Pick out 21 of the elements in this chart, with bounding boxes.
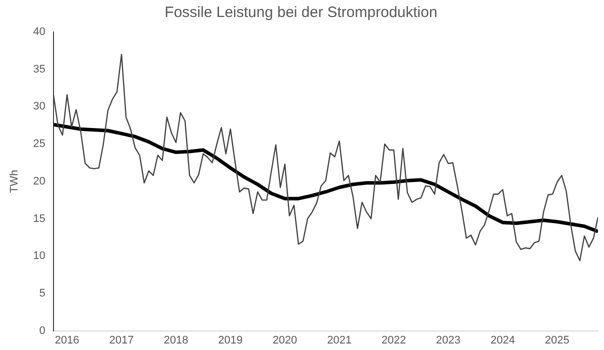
x-tick-label: 2018 — [164, 334, 188, 346]
y-tick-label: 20 — [33, 175, 46, 188]
y-tick-label: 10 — [33, 250, 46, 262]
y-tick-label: 25 — [33, 138, 46, 150]
x-tick-label: 2025 — [544, 334, 570, 346]
y-tick-label: 30 — [33, 100, 46, 113]
x-tick-label: 2022 — [382, 334, 406, 346]
y-tick-label: 0 — [39, 324, 46, 337]
x-tick-label: 2019 — [218, 334, 243, 346]
x-tick-label: 2023 — [436, 334, 460, 346]
chart-title: Fossile Leistung bei der Stromproduktion — [164, 4, 438, 22]
x-tick-label: 2021 — [327, 334, 352, 346]
y-axis-title: TWh — [8, 170, 21, 194]
x-tick-label: 2020 — [272, 334, 298, 346]
x-tick-label: 2017 — [109, 334, 134, 346]
x-tick-label: 2016 — [54, 334, 80, 346]
y-tick-label: 35 — [33, 63, 46, 76]
y-tick-label: 5 — [39, 287, 46, 300]
y-tick-label: 15 — [33, 212, 46, 225]
x-tick-label: 2024 — [490, 334, 515, 346]
y-tick-label: 40 — [33, 26, 46, 38]
